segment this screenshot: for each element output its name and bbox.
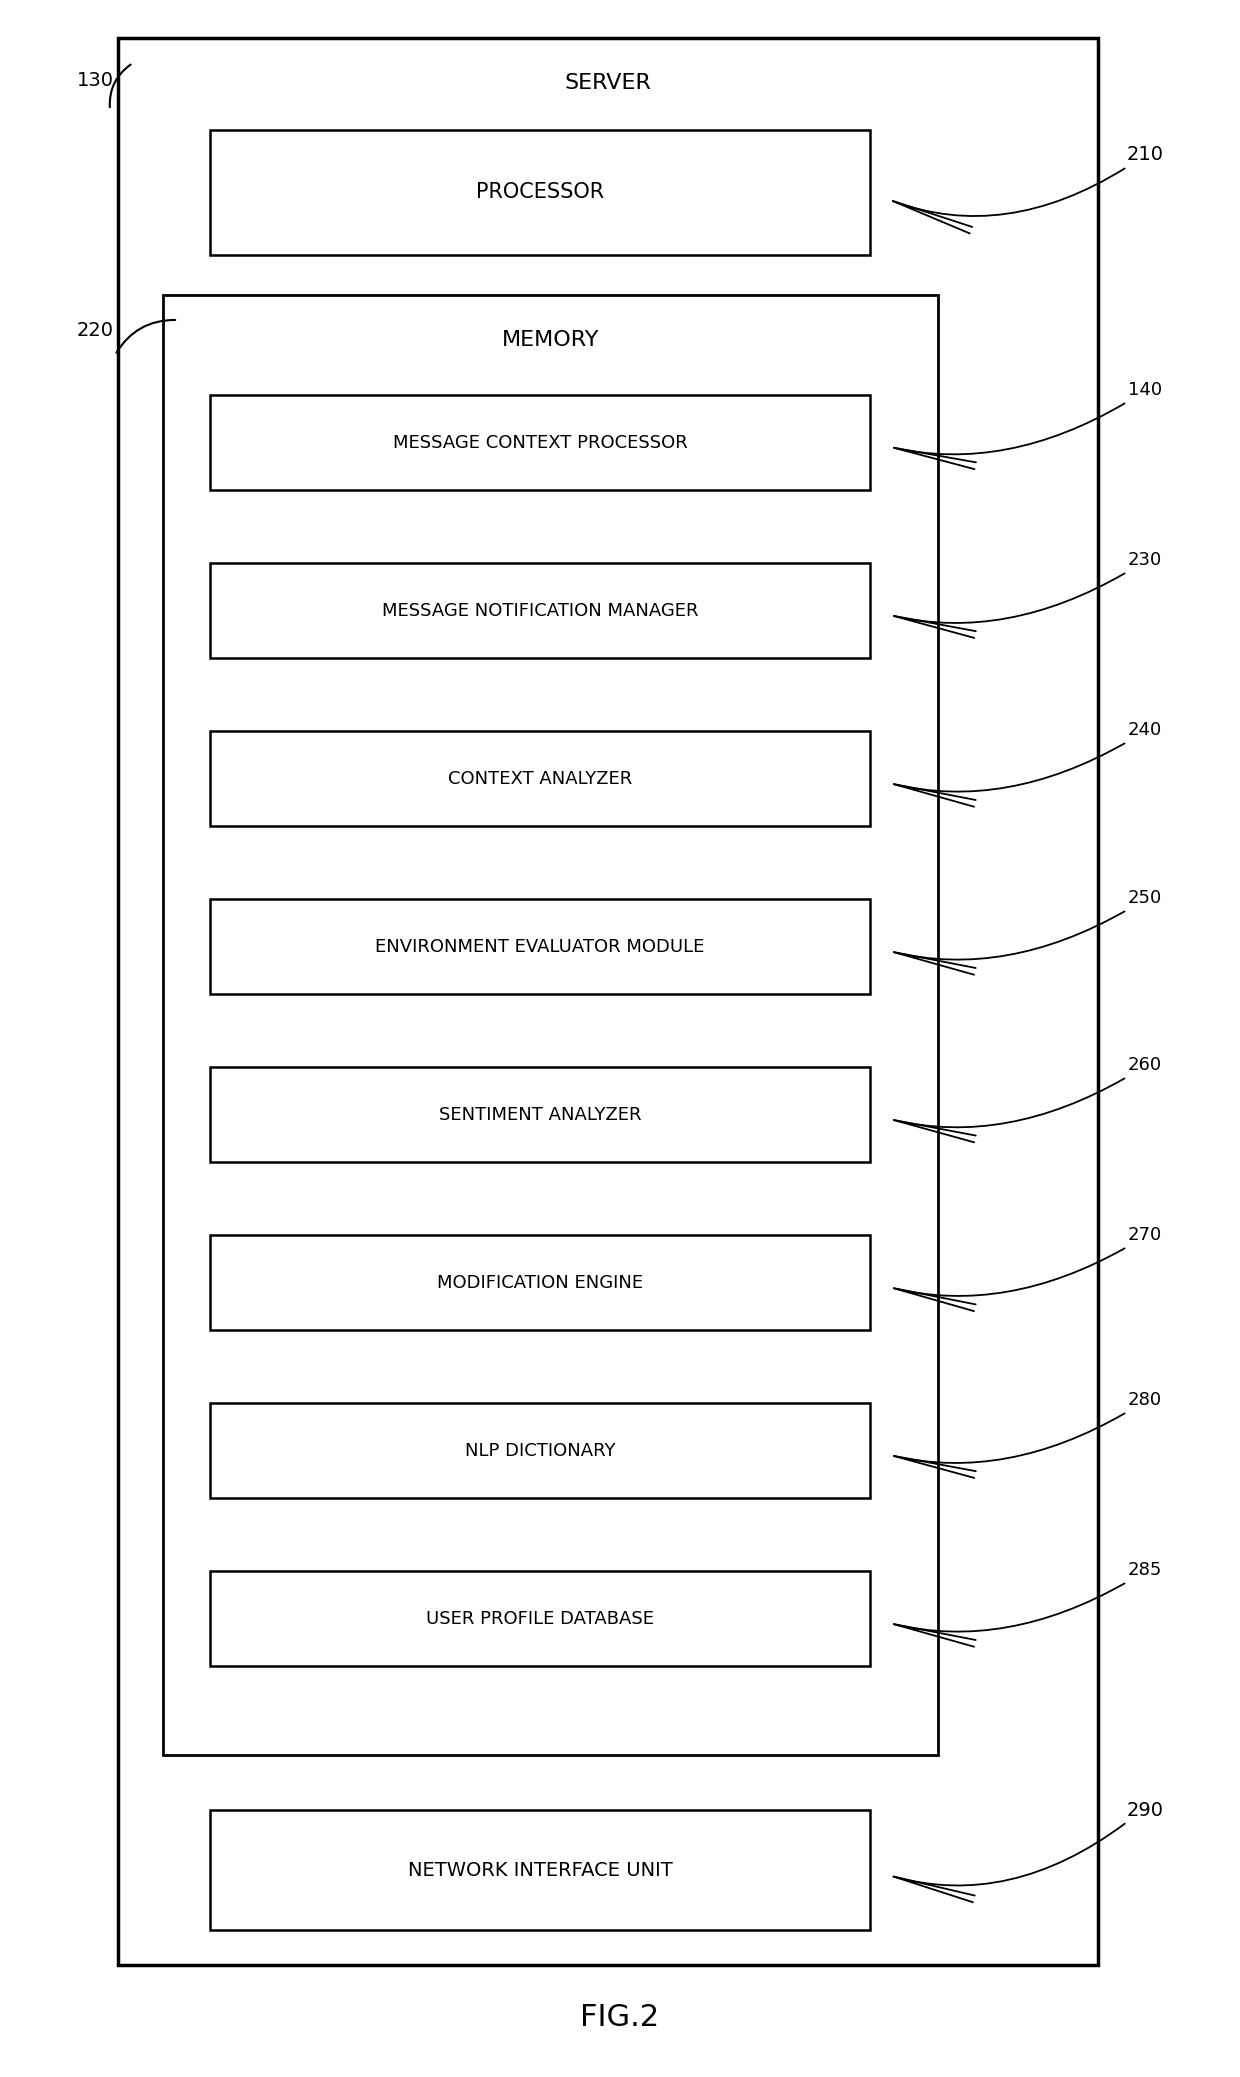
Text: 280: 280: [1128, 1392, 1162, 1408]
Text: NLP DICTIONARY: NLP DICTIONARY: [465, 1441, 615, 1460]
Text: 130: 130: [77, 71, 114, 89]
Text: SERVER: SERVER: [564, 73, 651, 93]
Bar: [210, 1236, 870, 1329]
Bar: [210, 731, 870, 827]
Bar: [210, 1068, 870, 1161]
Text: 210: 210: [1126, 145, 1163, 164]
Bar: [162, 295, 937, 1755]
Bar: [210, 899, 870, 995]
Bar: [118, 37, 1097, 1965]
Text: 270: 270: [1128, 1225, 1162, 1244]
Text: MODIFICATION ENGINE: MODIFICATION ENGINE: [436, 1273, 644, 1292]
Text: ENVIRONMENT EVALUATOR MODULE: ENVIRONMENT EVALUATOR MODULE: [376, 937, 704, 955]
Text: 250: 250: [1128, 889, 1162, 908]
Text: MESSAGE NOTIFICATION MANAGER: MESSAGE NOTIFICATION MANAGER: [382, 602, 698, 619]
Bar: [210, 1809, 870, 1930]
Text: CONTEXT ANALYZER: CONTEXT ANALYZER: [448, 768, 632, 787]
Text: FIG.2: FIG.2: [580, 2002, 660, 2031]
Text: 285: 285: [1128, 1562, 1162, 1579]
Text: USER PROFILE DATABASE: USER PROFILE DATABASE: [427, 1610, 653, 1628]
Bar: [210, 1570, 870, 1666]
Text: 260: 260: [1128, 1055, 1162, 1074]
Text: MESSAGE CONTEXT PROCESSOR: MESSAGE CONTEXT PROCESSOR: [393, 434, 687, 451]
Bar: [210, 131, 870, 255]
Text: 140: 140: [1128, 380, 1162, 399]
Text: MEMORY: MEMORY: [502, 330, 599, 351]
Text: 240: 240: [1128, 721, 1162, 739]
Bar: [210, 1402, 870, 1498]
Text: NETWORK INTERFACE UNIT: NETWORK INTERFACE UNIT: [408, 1861, 672, 1880]
Text: 290: 290: [1126, 1801, 1163, 1819]
Text: 220: 220: [77, 320, 114, 339]
Bar: [210, 395, 870, 490]
Text: SENTIMENT ANALYZER: SENTIMENT ANALYZER: [439, 1105, 641, 1124]
Text: 230: 230: [1128, 550, 1162, 569]
Bar: [210, 563, 870, 658]
Text: PROCESSOR: PROCESSOR: [476, 183, 604, 201]
